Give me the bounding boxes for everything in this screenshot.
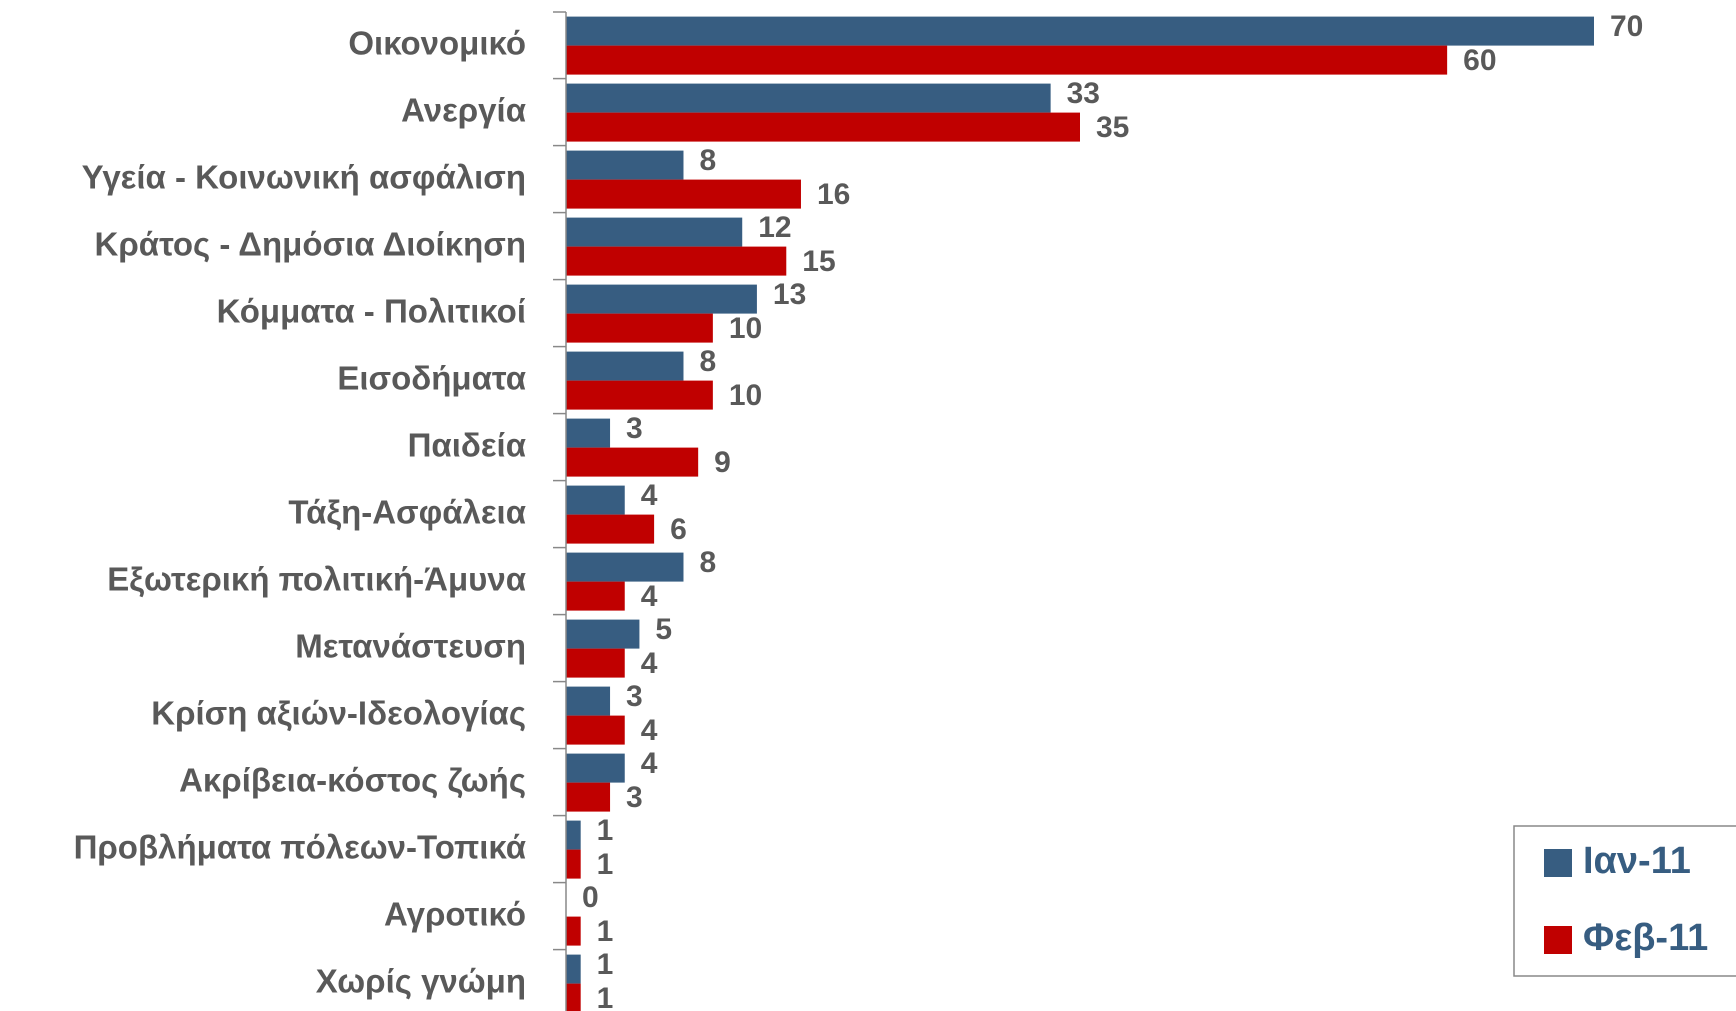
bar [566,45,1448,75]
value-label: 4 [641,647,658,680]
value-label: 5 [655,613,672,646]
bar [566,849,581,879]
bar [566,753,625,783]
bar [566,16,1594,46]
value-label: 1 [597,948,614,981]
bar [566,581,625,611]
bar [566,313,713,343]
value-label: 1 [597,915,614,948]
legend-label: Ιαν-11 [1583,840,1691,882]
bar [566,983,581,1011]
bar [566,485,625,515]
bar [566,916,581,946]
category-label: Παιδεία [408,426,526,463]
value-label: 8 [699,546,716,579]
category-label: Ακρίβεια-κόστος ζωής [179,761,526,798]
bar [566,619,640,649]
bar [566,715,625,745]
value-label: 3 [626,412,643,445]
bar [566,954,581,984]
bar [566,447,699,477]
value-label: 1 [597,814,614,847]
value-label: 10 [729,312,762,345]
value-label: 4 [641,580,658,613]
category-label: Χωρίς γνώμη [316,962,526,999]
category-label: Κόμματα - Πολιτικοί [217,292,526,329]
bar [566,648,625,678]
bar [566,380,713,410]
value-label: 1 [597,982,614,1011]
value-label: 13 [773,278,806,311]
bar [566,150,684,180]
value-label: 60 [1463,44,1496,77]
value-label: 3 [626,781,643,814]
bar [566,552,684,582]
value-label: 70 [1610,10,1643,43]
category-label: Εισοδήματα [337,359,526,396]
category-label: Αγροτικό [384,895,526,932]
category-label: Υγεία - Κοινωνική ασφάλιση [82,158,526,195]
category-label: Κράτος - Δημόσια Διοίκηση [95,225,526,262]
legend-label: Φεβ-11 [1583,917,1708,959]
bar [566,782,611,812]
value-label: 12 [758,211,791,244]
value-label: 8 [699,345,716,378]
value-label: 3 [626,680,643,713]
value-label: 4 [641,714,658,747]
value-label: 16 [817,178,850,211]
value-label: 0 [582,881,599,914]
value-label: 1 [597,848,614,881]
category-label: Οικονομικό [348,24,526,61]
value-label: 6 [670,513,687,546]
category-label: Προβλήματα πόλεων-Τοπικά [74,828,526,865]
value-label: 4 [641,479,658,512]
category-label: Τάξη-Ασφάλεια [288,493,526,530]
bar [566,686,611,716]
legend-swatch [1544,849,1572,877]
value-label: 33 [1067,77,1100,110]
bar [566,351,684,381]
category-label: Κρίση αξιών-Ιδεολογίας [151,694,526,731]
value-label: 10 [729,379,762,412]
category-label: Μετανάστευση [295,627,526,664]
category-label: Ανεργία [401,91,526,128]
value-label: 4 [641,747,658,780]
bar [566,217,743,247]
value-label: 35 [1096,111,1129,144]
bar [566,418,611,448]
category-label: Εξωτερική πολιτική-Άμυνα [107,560,526,597]
bar [566,284,757,314]
value-label: 9 [714,446,731,479]
bar [566,246,787,276]
value-label: 8 [699,144,716,177]
bar [566,83,1051,113]
legend-swatch [1544,926,1572,954]
bar [566,514,655,544]
bar [566,112,1080,142]
bar [566,179,801,209]
value-label: 15 [802,245,835,278]
bar [566,820,581,850]
